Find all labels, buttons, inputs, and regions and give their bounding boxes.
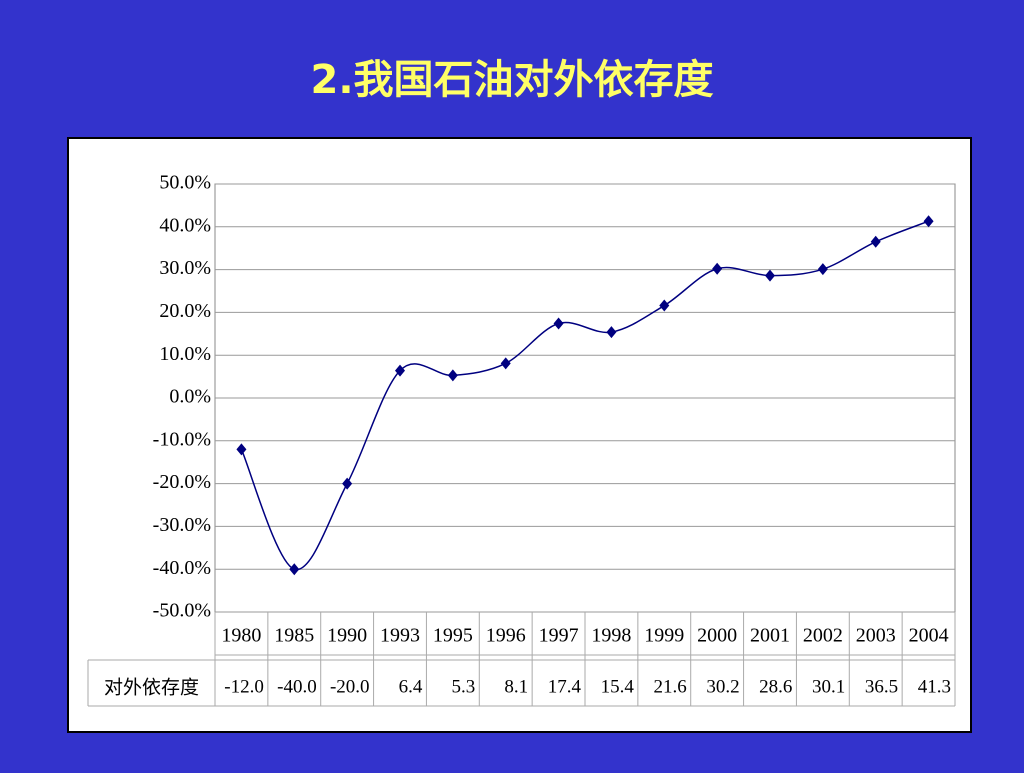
marker <box>395 364 405 377</box>
x-tick-label: 1980 <box>221 625 261 647</box>
table-value: 28.6 <box>759 676 792 697</box>
x-tick-label: 1997 <box>539 625 579 647</box>
slide-title: 2.我国石油对外依存度 <box>310 57 713 103</box>
marker <box>289 563 300 576</box>
marker <box>447 369 458 382</box>
y-tick-label: 50.0% <box>159 172 211 194</box>
table-value: 15.4 <box>601 676 635 697</box>
table-value: 30.2 <box>706 676 739 697</box>
x-tick-label: 1995 <box>433 625 473 647</box>
marker <box>500 357 511 370</box>
marker <box>342 477 353 490</box>
x-tick-label: 1985 <box>274 625 314 647</box>
marker <box>923 215 934 228</box>
table-value: 6.4 <box>399 676 423 697</box>
table-value: 41.3 <box>918 676 951 697</box>
y-tick-label: -10.0% <box>153 428 211 450</box>
x-tick-label: 2003 <box>856 625 896 647</box>
x-tick-label: 1993 <box>380 625 420 647</box>
y-tick-label: 10.0% <box>159 343 211 365</box>
y-tick-label: 20.0% <box>159 300 211 322</box>
table-value: -20.0 <box>330 676 370 697</box>
table-value: 21.6 <box>653 676 686 697</box>
x-tick-label: 1990 <box>327 625 367 647</box>
x-tick-label: 2002 <box>803 625 843 647</box>
marker <box>817 263 828 276</box>
marker <box>553 317 564 330</box>
x-tick-label: 1996 <box>486 625 526 647</box>
x-tick-label: 2000 <box>697 625 737 647</box>
table-value: -12.0 <box>224 676 264 697</box>
table-value: 17.4 <box>548 676 582 697</box>
y-tick-label: 40.0% <box>159 214 211 236</box>
table-value: -40.0 <box>277 676 317 697</box>
table-value: 8.1 <box>504 676 528 697</box>
y-tick-label: 30.0% <box>159 257 211 279</box>
marker <box>236 443 247 456</box>
x-tick-label: 1999 <box>644 625 684 647</box>
marker <box>765 269 775 282</box>
table-value: 30.1 <box>812 676 845 697</box>
y-tick-label: -30.0% <box>153 514 211 536</box>
legend-label: 对外依存度 <box>104 677 199 699</box>
x-tick-label: 1998 <box>591 625 631 647</box>
marker <box>870 235 881 248</box>
x-tick-label: 2001 <box>750 625 790 647</box>
y-tick-label: -40.0% <box>153 557 211 579</box>
y-tick-label: -20.0% <box>153 471 211 493</box>
marker <box>606 326 617 339</box>
x-tick-label: 2004 <box>909 625 949 647</box>
marker <box>712 262 723 275</box>
y-tick-label: 0.0% <box>169 386 211 408</box>
table-value: 36.5 <box>865 676 898 697</box>
marker <box>659 299 670 312</box>
table-value: 5.3 <box>452 676 476 697</box>
y-tick-label: -50.0% <box>153 600 211 622</box>
